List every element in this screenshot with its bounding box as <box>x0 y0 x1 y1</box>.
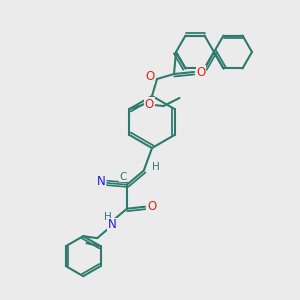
Text: O: O <box>196 65 206 79</box>
Text: O: O <box>145 98 154 110</box>
Text: O: O <box>146 70 154 83</box>
Text: N: N <box>108 218 116 231</box>
Text: H: H <box>104 212 112 222</box>
Text: O: O <box>147 200 157 213</box>
Text: C: C <box>119 172 127 182</box>
Text: N: N <box>97 176 105 188</box>
Text: H: H <box>152 162 160 172</box>
